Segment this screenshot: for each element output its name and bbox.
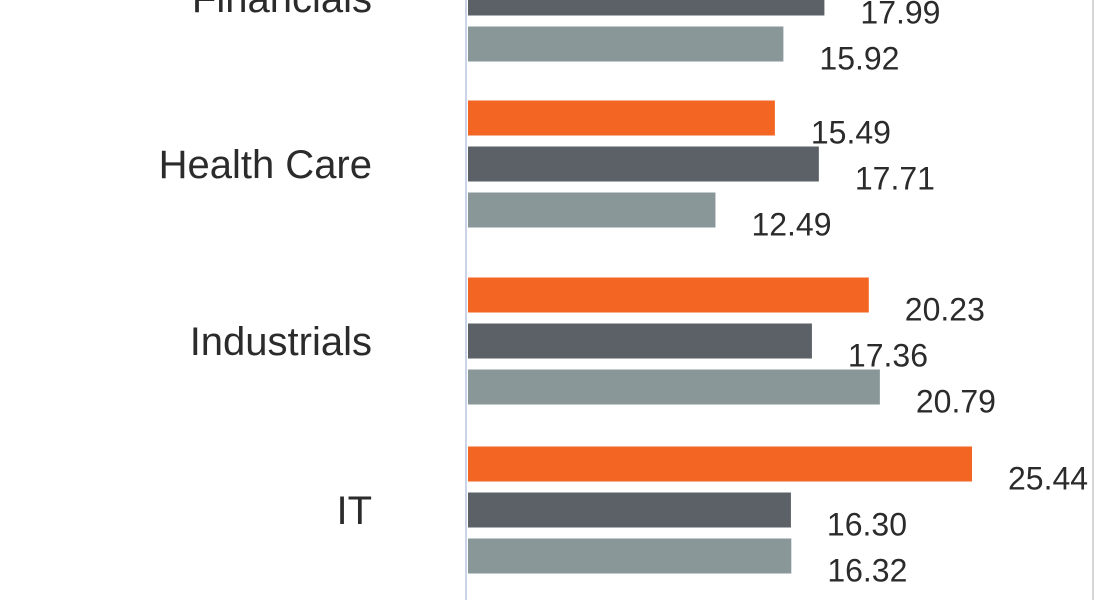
data-label: 16.32 — [827, 553, 907, 589]
data-label: 17.71 — [855, 161, 935, 197]
data-label: 15.92 — [819, 41, 899, 77]
data-label: 20.23 — [905, 292, 985, 328]
data-label: 25.44 — [1008, 461, 1088, 497]
bar — [468, 277, 869, 313]
bar — [468, 26, 784, 62]
data-label: 17.99 — [860, 0, 940, 31]
data-label: 16.30 — [827, 507, 907, 543]
data-label: 12.49 — [751, 207, 831, 243]
bar — [468, 100, 775, 136]
data-label: 15.49 — [811, 115, 891, 151]
bar — [468, 146, 819, 182]
bar — [468, 492, 791, 528]
bar — [468, 0, 825, 16]
bar — [468, 323, 812, 359]
bar — [468, 369, 880, 405]
category-label: Health Care — [159, 143, 372, 187]
data-label: 20.79 — [916, 384, 996, 420]
data-label: 17.36 — [848, 338, 928, 374]
category-label: Industrials — [190, 320, 372, 364]
category-label: Financials — [192, 0, 372, 21]
bar — [468, 538, 792, 574]
bar — [468, 192, 716, 228]
category-label: IT — [336, 489, 372, 533]
bar — [468, 446, 972, 482]
